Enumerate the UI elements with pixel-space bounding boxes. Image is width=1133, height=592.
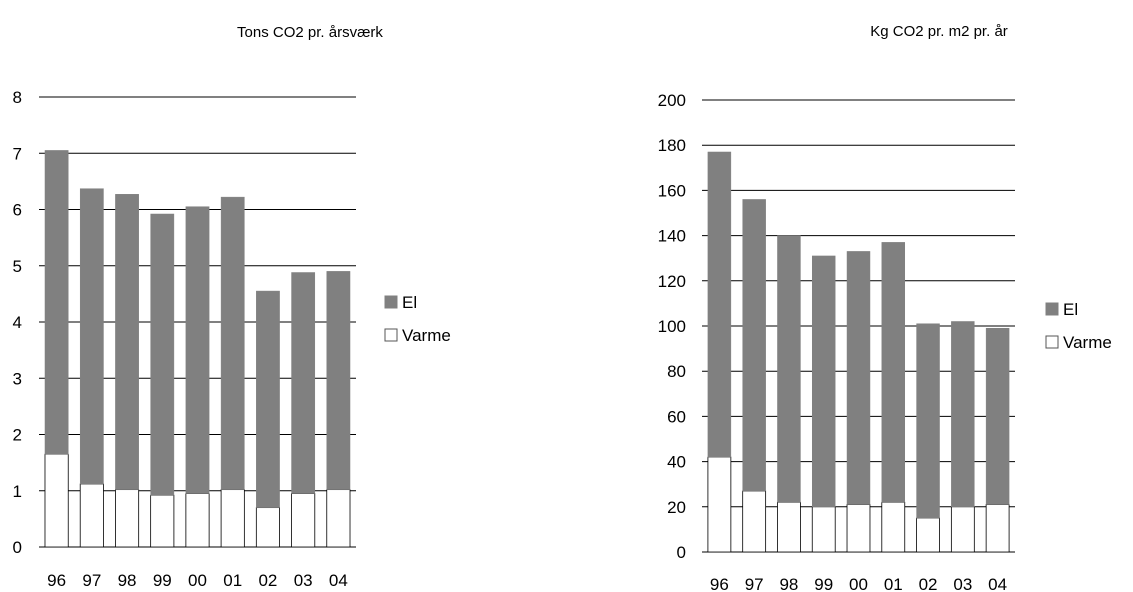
bar-varme (950, 506, 975, 553)
legend-swatch-el (384, 295, 398, 309)
x-tick-label: 97 (82, 571, 101, 590)
bar-el (79, 188, 104, 485)
x-tick-label: 99 (814, 575, 833, 592)
legend-label-varme: Varme (402, 326, 451, 345)
bar-el (742, 199, 766, 492)
bar-varme (742, 490, 767, 553)
x-tick-label: 96 (710, 575, 729, 592)
x-tick-label: 99 (153, 571, 172, 590)
bar-el (951, 321, 975, 508)
bar-el (291, 272, 316, 494)
legend-swatch-el (1045, 302, 1059, 316)
x-tick-label: 98 (779, 575, 798, 592)
bar-el (150, 213, 175, 496)
chart-co2-per-m2: Kg CO2 pr. m2 pr. år 0 20 40 60 80 100 120 140 1… (560, 0, 1133, 592)
x-tick-label: 98 (118, 571, 137, 590)
y-tick-label: 160 (658, 181, 686, 200)
legend-label-varme: Varme (1063, 333, 1112, 352)
bar-varme (985, 504, 1010, 553)
x-tick-label: 04 (329, 571, 348, 590)
y-tick-label: 120 (658, 272, 686, 291)
bar-varme (846, 504, 871, 553)
x-tick-label: 00 (849, 575, 868, 592)
legend-swatch-varme (384, 328, 398, 342)
bar-varme (150, 494, 175, 548)
y-tick-label: 6 (13, 201, 22, 220)
x-tick-label: 02 (258, 571, 277, 590)
bar-el (811, 255, 836, 508)
legend-swatch-varme (1045, 335, 1059, 349)
bar-varme (707, 456, 732, 553)
bar-varme (811, 506, 836, 553)
y-tick-label: 60 (667, 407, 686, 426)
bar-el (985, 328, 1010, 505)
bar-el (326, 271, 351, 490)
bar-varme (115, 489, 140, 548)
y-tick-label: 5 (13, 257, 22, 276)
y-tick-label: 0 (13, 538, 22, 557)
bar-varme (916, 517, 940, 553)
bar-el (707, 151, 732, 458)
x-tick-label: 03 (953, 575, 972, 592)
y-tick-label: 2 (13, 426, 22, 445)
bar-el (777, 235, 801, 503)
bar-varme (185, 493, 210, 548)
y-tick-label: 180 (658, 136, 686, 155)
x-tick-label: 03 (294, 571, 313, 590)
y-tick-label: 100 (658, 317, 686, 336)
bar-el (44, 150, 69, 455)
bar-el (115, 194, 139, 490)
y-tick-label: 4 (13, 313, 22, 332)
y-tick-label: 0 (677, 543, 686, 562)
bar-varme (326, 489, 351, 548)
legend-label-el: El (1063, 300, 1078, 319)
bar-el (185, 206, 210, 494)
y-tick-label: 3 (13, 369, 22, 388)
bar-varme (255, 507, 280, 548)
x-tick-label: 01 (884, 575, 903, 592)
bar-el (256, 290, 280, 508)
bar-varme (881, 501, 906, 553)
y-tick-label: 8 (13, 88, 22, 107)
y-tick-label: 1 (13, 482, 22, 501)
x-tick-label: 04 (988, 575, 1007, 592)
chart-title: Kg CO2 pr. m2 pr. år (870, 23, 1008, 40)
x-tick-label: 00 (188, 571, 207, 590)
chart-co2-per-m2-svg: Kg CO2 pr. m2 pr. år 0204060801001201401… (658, 23, 1112, 592)
y-tick-label: 7 (13, 144, 22, 163)
x-tick-label: 02 (919, 575, 938, 592)
bar-el (846, 251, 871, 505)
y-tick-label: 200 (658, 91, 686, 110)
bar-varme (220, 489, 245, 548)
chart-title: Tons CO2 pr. årsværk (237, 24, 383, 41)
y-tick-label: 80 (667, 362, 686, 381)
x-tick-label: 96 (47, 571, 66, 590)
y-tick-label: 40 (667, 453, 686, 472)
bar-varme (44, 453, 69, 548)
y-tick-label: 140 (658, 227, 686, 246)
legend-label-el: El (402, 293, 417, 312)
bar-el (220, 196, 245, 490)
bar-varme (777, 501, 801, 553)
x-tick-label: 01 (223, 571, 242, 590)
bar-el (916, 323, 940, 519)
x-tick-label: 97 (745, 575, 764, 592)
bar-varme (79, 483, 104, 548)
bar-el (881, 242, 906, 503)
bar-varme (291, 493, 316, 548)
y-tick-label: 20 (667, 498, 686, 517)
